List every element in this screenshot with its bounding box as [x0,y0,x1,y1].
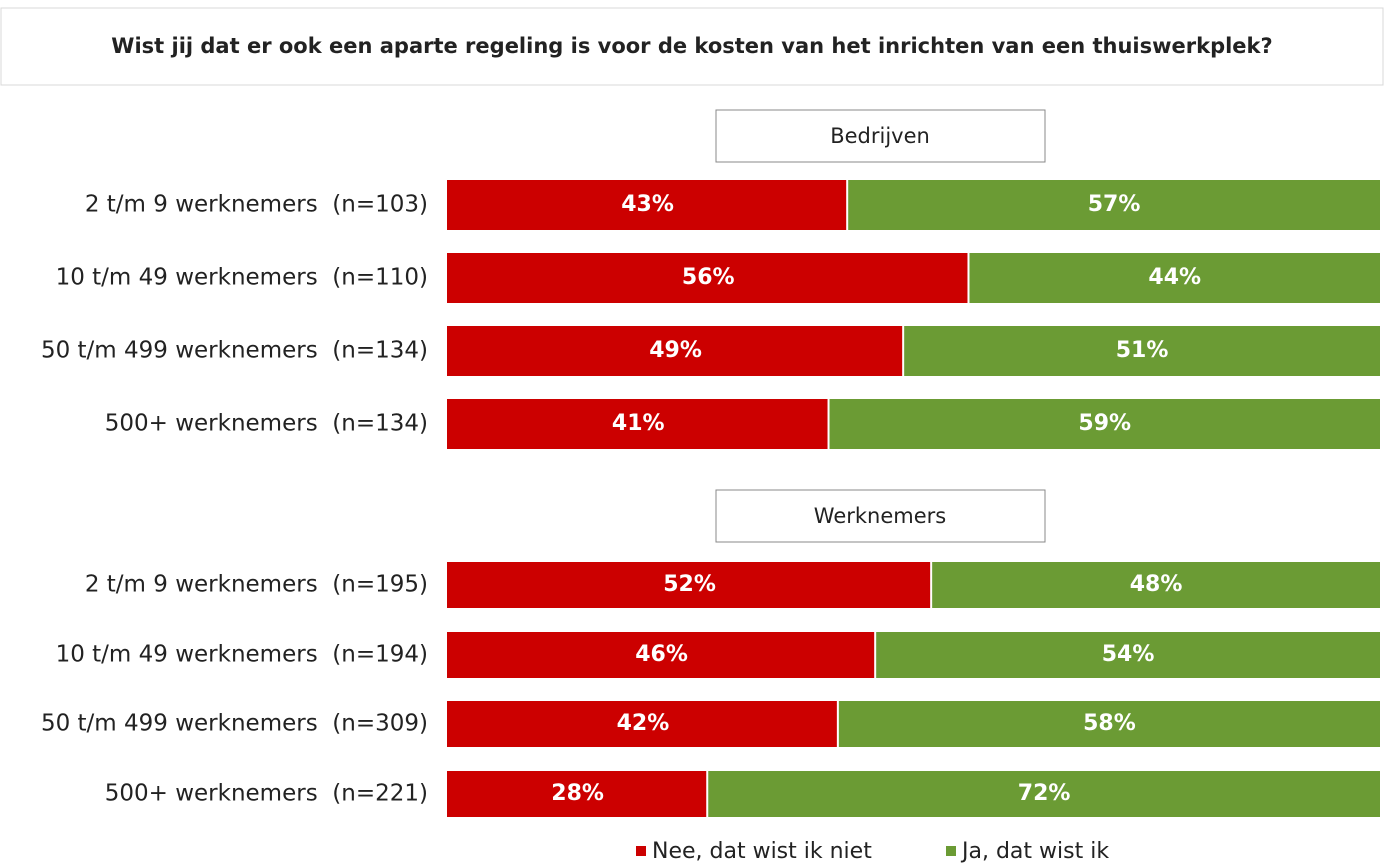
value-label: 72% [1018,781,1071,806]
value-label: 56% [682,265,735,290]
category-label: 500+ werknemers (n=221) [105,781,428,807]
bar-segment [447,399,828,449]
value-label: 46% [635,642,688,667]
bar-segment [904,326,1380,376]
bar-segment [447,771,707,817]
group-box [715,489,1046,543]
category-label: 50 t/m 499 werknemers (n=309) [41,711,428,737]
bar-segment [708,771,1380,817]
value-label: 49% [649,338,702,363]
group-title: Bedrijven [830,124,930,148]
value-label: 51% [1116,338,1169,363]
legend-swatch [636,846,646,856]
value-label: 44% [1148,265,1201,290]
category-label: 10 t/m 49 werknemers (n=110) [56,265,428,291]
bar-segment [447,701,837,747]
title-box [0,7,1384,86]
bar-segment [876,632,1380,678]
category-label: 50 t/m 499 werknemers (n=134) [41,338,428,364]
legend-label: Ja, dat wist ik [960,839,1109,864]
chart-title: Wist jij dat er ook een aparte regeling … [111,34,1272,58]
bar-segment [829,399,1380,449]
bar-segment [969,253,1380,303]
category-label: 2 t/m 9 werknemers (n=103) [85,192,428,218]
value-label: 48% [1130,572,1183,597]
legend-swatch [946,846,956,856]
value-label: 42% [617,711,670,736]
bar-segment [447,326,903,376]
legend-label: Nee, dat wist ik niet [652,839,872,864]
bar-segment [447,632,875,678]
bar-segment [932,562,1380,608]
value-label: 43% [621,192,674,217]
bar-segment [838,701,1380,747]
value-label: 28% [551,781,604,806]
bar-segment [447,180,847,230]
value-label: 57% [1088,192,1141,217]
category-label: 500+ werknemers (n=134) [105,411,428,437]
value-label: 54% [1102,642,1155,667]
category-label: 2 t/m 9 werknemers (n=195) [85,572,428,598]
bar-segment [447,562,931,608]
value-label: 58% [1083,711,1136,736]
category-label: 10 t/m 49 werknemers (n=194) [56,642,428,668]
value-label: 41% [612,411,665,436]
bar-segment [848,180,1380,230]
group-title: Werknemers [814,504,946,528]
value-label: 52% [663,572,716,597]
group-box [715,109,1046,163]
bar-segment [447,253,968,303]
value-label: 59% [1078,411,1131,436]
